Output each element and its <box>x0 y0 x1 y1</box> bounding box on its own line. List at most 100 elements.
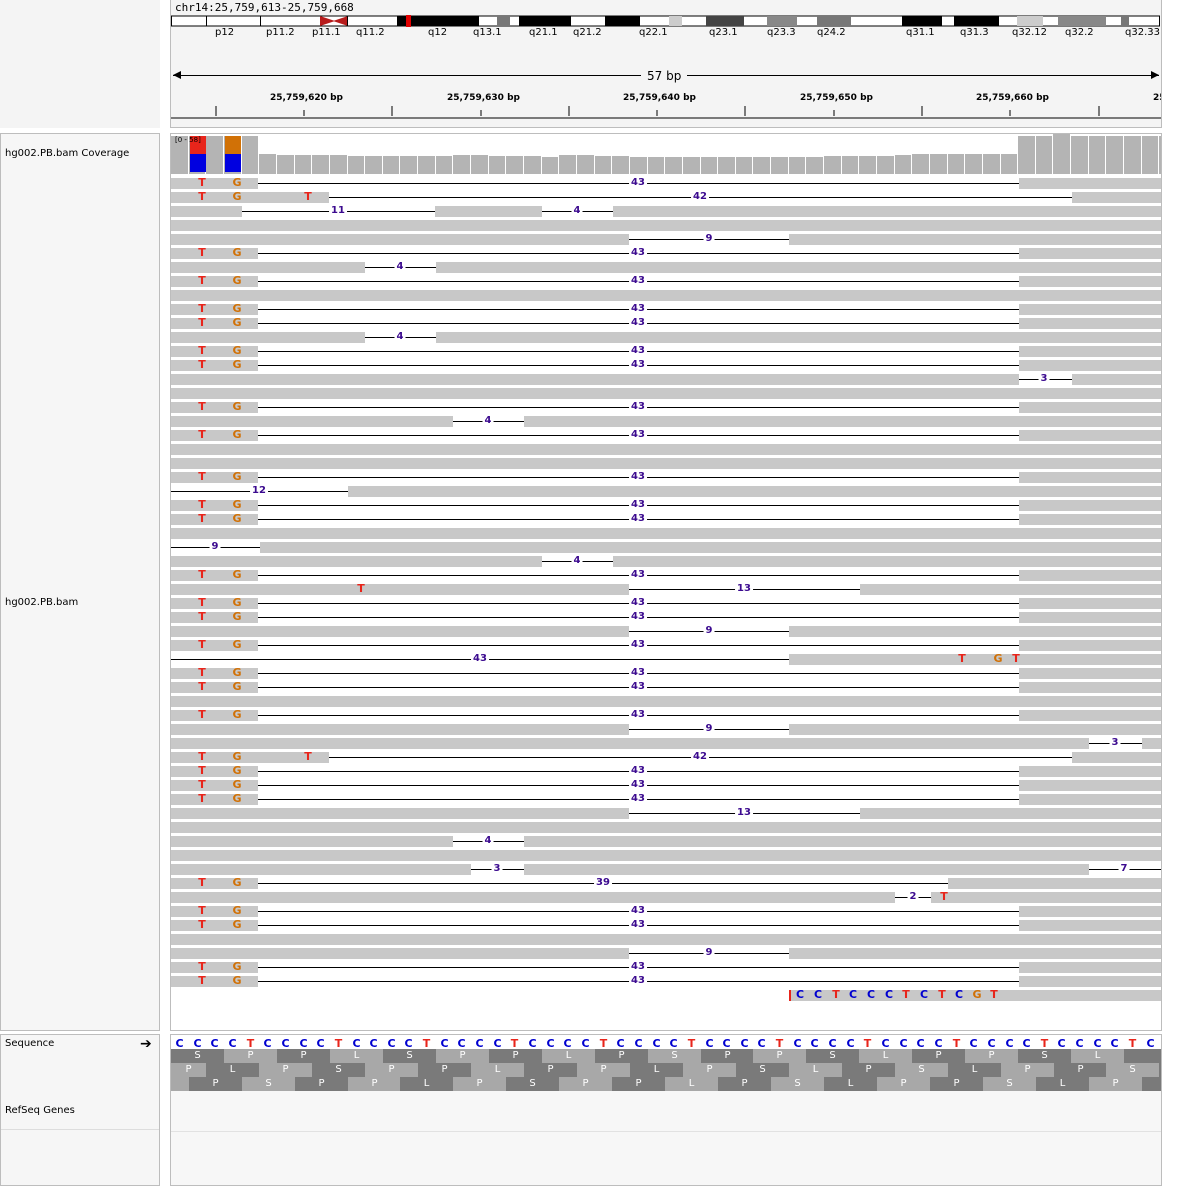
read-block[interactable] <box>171 416 453 427</box>
coverage-bar[interactable] <box>577 155 594 174</box>
read-block[interactable] <box>931 892 1161 903</box>
read-block[interactable] <box>171 346 258 357</box>
read-row[interactable]: 43 T G <box>171 344 1161 358</box>
read-row[interactable]: 39 T G <box>171 876 1161 890</box>
coverage-allele-bar[interactable] <box>225 136 241 154</box>
read-block[interactable] <box>789 234 1161 245</box>
read-block[interactable] <box>171 766 258 777</box>
read-row[interactable]: 42 T G T <box>171 190 1161 204</box>
read-block[interactable] <box>524 836 1161 847</box>
read-row[interactable]: 43 T G <box>171 302 1161 316</box>
read-row[interactable]: 13 T <box>171 582 1161 596</box>
read-row[interactable]: 42 T G T <box>171 750 1161 764</box>
alignment-track[interactable]: 43 T G 42 T G T 11 4 9 43 T G 4 43 T G 43 T G 43 T G 4 43 T G 43 T G 3… <box>171 176 1161 1030</box>
read-block[interactable] <box>1019 248 1161 259</box>
coverage-bar[interactable] <box>736 157 752 174</box>
coverage-bar[interactable] <box>1053 134 1070 174</box>
read-block[interactable] <box>436 332 1161 343</box>
coverage-bar[interactable] <box>383 156 399 174</box>
coverage-bar[interactable] <box>295 155 311 174</box>
read-block[interactable] <box>171 374 1019 385</box>
coverage-bar[interactable] <box>930 154 947 174</box>
read-row[interactable] <box>171 850 1161 862</box>
refseq-track-name[interactable]: RefSeq Genes <box>5 1105 75 1116</box>
read-block[interactable] <box>436 262 1161 273</box>
read-block[interactable] <box>171 360 258 371</box>
read-block[interactable] <box>171 878 258 889</box>
read-row[interactable]: 4 <box>171 261 1161 274</box>
coverage-bar[interactable] <box>1089 136 1105 174</box>
read-block[interactable] <box>1019 976 1161 987</box>
coverage-bar[interactable] <box>648 157 664 174</box>
read-block[interactable] <box>1072 752 1161 763</box>
read-block[interactable] <box>171 528 1161 539</box>
coverage-bar[interactable] <box>1071 136 1088 174</box>
read-row[interactable]: 43 T G <box>171 792 1161 806</box>
read-block[interactable] <box>171 696 1161 707</box>
coverage-bar[interactable] <box>242 136 258 174</box>
read-row[interactable]: 43 T G <box>171 512 1161 526</box>
read-block[interactable] <box>171 584 629 595</box>
read-row[interactable]: 43 T G <box>171 596 1161 610</box>
read-block[interactable] <box>171 948 629 959</box>
coverage-bar[interactable] <box>612 156 629 174</box>
read-block[interactable] <box>613 556 1161 567</box>
read-block[interactable] <box>435 206 542 217</box>
read-block[interactable] <box>171 724 629 735</box>
coverage-bar[interactable] <box>842 156 858 174</box>
read-block[interactable] <box>524 416 1161 427</box>
read-row[interactable]: 43 T G <box>171 358 1161 372</box>
read-row[interactable] <box>171 696 1161 708</box>
read-row[interactable] <box>171 528 1161 540</box>
coverage-bar[interactable] <box>753 157 770 174</box>
coverage-bar[interactable] <box>1036 136 1052 174</box>
read-block[interactable] <box>171 752 329 763</box>
read-block[interactable] <box>171 178 258 189</box>
read-row[interactable]: 9 <box>171 541 1161 554</box>
read-row[interactable]: 9 <box>171 947 1161 960</box>
read-row[interactable] <box>171 444 1161 456</box>
coverage-bar[interactable] <box>436 156 452 174</box>
read-block[interactable] <box>171 780 258 791</box>
read-block[interactable] <box>171 290 1161 301</box>
read-row[interactable]: 43 T G <box>171 974 1161 988</box>
coverage-allele-bar[interactable] <box>190 154 206 172</box>
read-block[interactable] <box>171 472 258 483</box>
refseq-track[interactable] <box>171 1091 1161 1131</box>
coverage-bar[interactable] <box>171 136 188 174</box>
read-block[interactable] <box>1019 514 1161 525</box>
coverage-bar[interactable] <box>771 157 788 174</box>
read-row[interactable]: 11 4 <box>171 205 1161 218</box>
read-block[interactable] <box>524 864 1089 875</box>
read-block[interactable] <box>171 276 258 287</box>
coverage-bar[interactable] <box>453 155 470 174</box>
read-row[interactable]: 43 T G <box>171 568 1161 582</box>
read-block[interactable] <box>171 234 629 245</box>
read-block[interactable] <box>171 514 258 525</box>
coverage-bar[interactable] <box>806 157 823 174</box>
coverage-bar[interactable] <box>701 157 717 174</box>
read-block[interactable] <box>1019 304 1161 315</box>
read-row[interactable] <box>171 220 1161 232</box>
coverage-bar[interactable] <box>877 156 894 174</box>
read-block[interactable] <box>171 206 242 217</box>
read-block[interactable] <box>171 682 258 693</box>
read-row[interactable]: 9 <box>171 233 1161 246</box>
coverage-allele-bar[interactable] <box>225 154 241 172</box>
read-block[interactable] <box>789 724 1161 735</box>
read-block[interactable] <box>1019 794 1161 805</box>
read-block[interactable] <box>1019 906 1161 917</box>
coverage-bar[interactable] <box>1018 136 1035 174</box>
read-block[interactable] <box>860 808 1161 819</box>
read-block[interactable] <box>171 430 258 441</box>
read-block[interactable] <box>171 402 258 413</box>
read-block[interactable] <box>171 458 1161 469</box>
coverage-bar[interactable] <box>1124 136 1141 174</box>
read-block[interactable] <box>789 948 1161 959</box>
coverage-bar[interactable] <box>859 156 876 174</box>
read-row[interactable] <box>171 822 1161 834</box>
data-panel[interactable]: [0 - 58] 43 T G 42 T G T 11 4 9 43 T G 4 43 T G 43 T G 43 T G 4… <box>170 133 1162 1031</box>
read-block[interactable] <box>1072 192 1161 203</box>
read-row[interactable] <box>171 458 1161 470</box>
